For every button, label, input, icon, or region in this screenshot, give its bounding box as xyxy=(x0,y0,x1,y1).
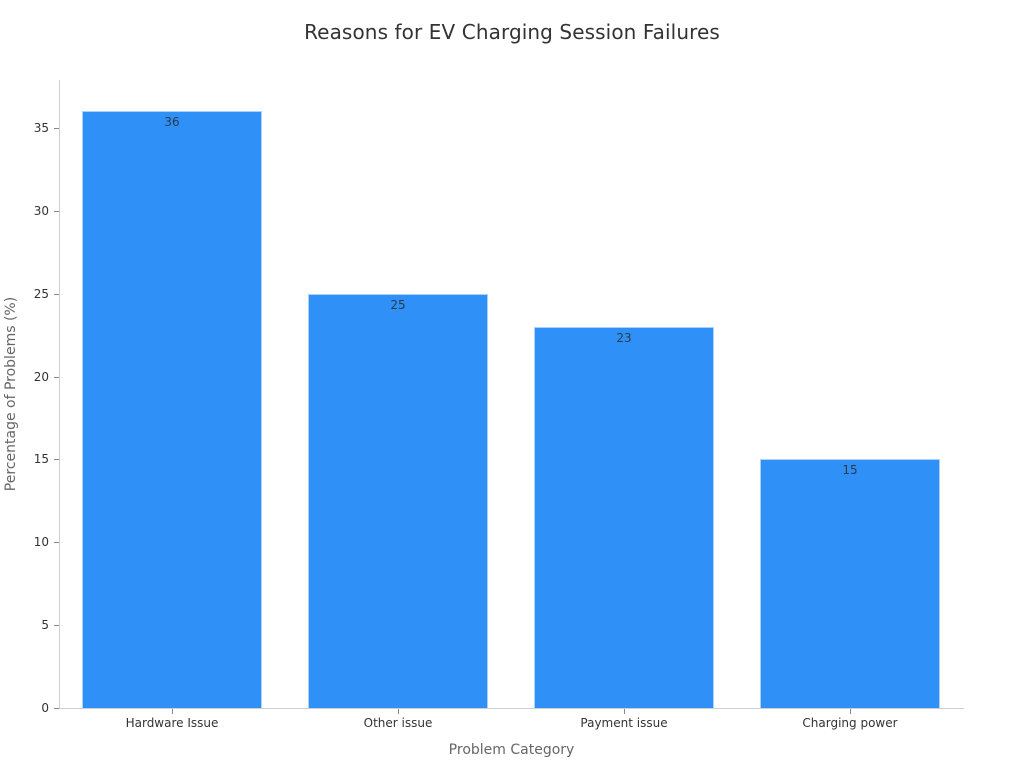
y-tick-mark xyxy=(54,459,59,461)
x-tick: Hardware Issue xyxy=(82,709,262,739)
x-tick-label: Payment issue xyxy=(580,716,668,730)
x-tick-mark xyxy=(398,709,399,714)
bar-value-label: 23 xyxy=(616,330,632,345)
x-tick-label: Hardware Issue xyxy=(125,716,219,730)
bar[interactable]: 23 xyxy=(534,326,714,708)
y-tick-label: 0 xyxy=(41,701,49,715)
x-tick-label: Charging power xyxy=(802,716,898,730)
x-tick: Other issue xyxy=(308,709,488,739)
chart-title: Reasons for EV Charging Session Failures xyxy=(304,20,720,44)
y-tick: 5 xyxy=(0,618,60,632)
y-tick: 30 xyxy=(0,204,60,218)
y-tick-label: 35 xyxy=(33,121,49,135)
bar[interactable]: 15 xyxy=(760,459,940,708)
x-tick-mark xyxy=(624,709,625,714)
y-tick-label: 5 xyxy=(41,618,49,633)
y-tick-mark xyxy=(54,376,59,378)
y-tick: 15 xyxy=(0,452,60,466)
x-tick: Payment issue xyxy=(534,709,714,739)
y-tick: 10 xyxy=(0,535,60,549)
y-axis-line xyxy=(59,80,60,709)
bar-value-label: 25 xyxy=(390,297,406,312)
y-tick-mark xyxy=(54,542,59,544)
bar[interactable]: 25 xyxy=(308,293,488,708)
y-tick: 0 xyxy=(0,701,60,715)
bar-value-label: 15 xyxy=(842,463,858,478)
y-tick: 20 xyxy=(0,370,60,384)
x-tick-mark xyxy=(850,709,851,714)
y-tick: 25 xyxy=(0,287,60,301)
y-tick-label: 30 xyxy=(33,203,49,218)
bar[interactable]: 36 xyxy=(82,111,262,708)
y-tick-label: 20 xyxy=(33,369,49,384)
x-tick: Charging power xyxy=(760,709,940,739)
y-tick-label: 10 xyxy=(33,535,49,550)
x-axis-title: Problem Category xyxy=(448,742,575,758)
y-tick-mark xyxy=(54,210,59,212)
y-tick-mark xyxy=(54,128,59,129)
y-tick-mark xyxy=(54,293,59,295)
y-tick-label: 25 xyxy=(33,286,49,301)
x-axis-line xyxy=(59,708,964,709)
x-tick-mark xyxy=(172,709,173,714)
y-tick-mark xyxy=(54,625,59,627)
y-tick-mark xyxy=(54,708,59,709)
x-tick-label: Other issue xyxy=(363,716,433,730)
y-tick: 35 xyxy=(0,121,60,135)
y-tick-label: 15 xyxy=(33,452,49,467)
bar-value-label: 36 xyxy=(164,115,180,130)
